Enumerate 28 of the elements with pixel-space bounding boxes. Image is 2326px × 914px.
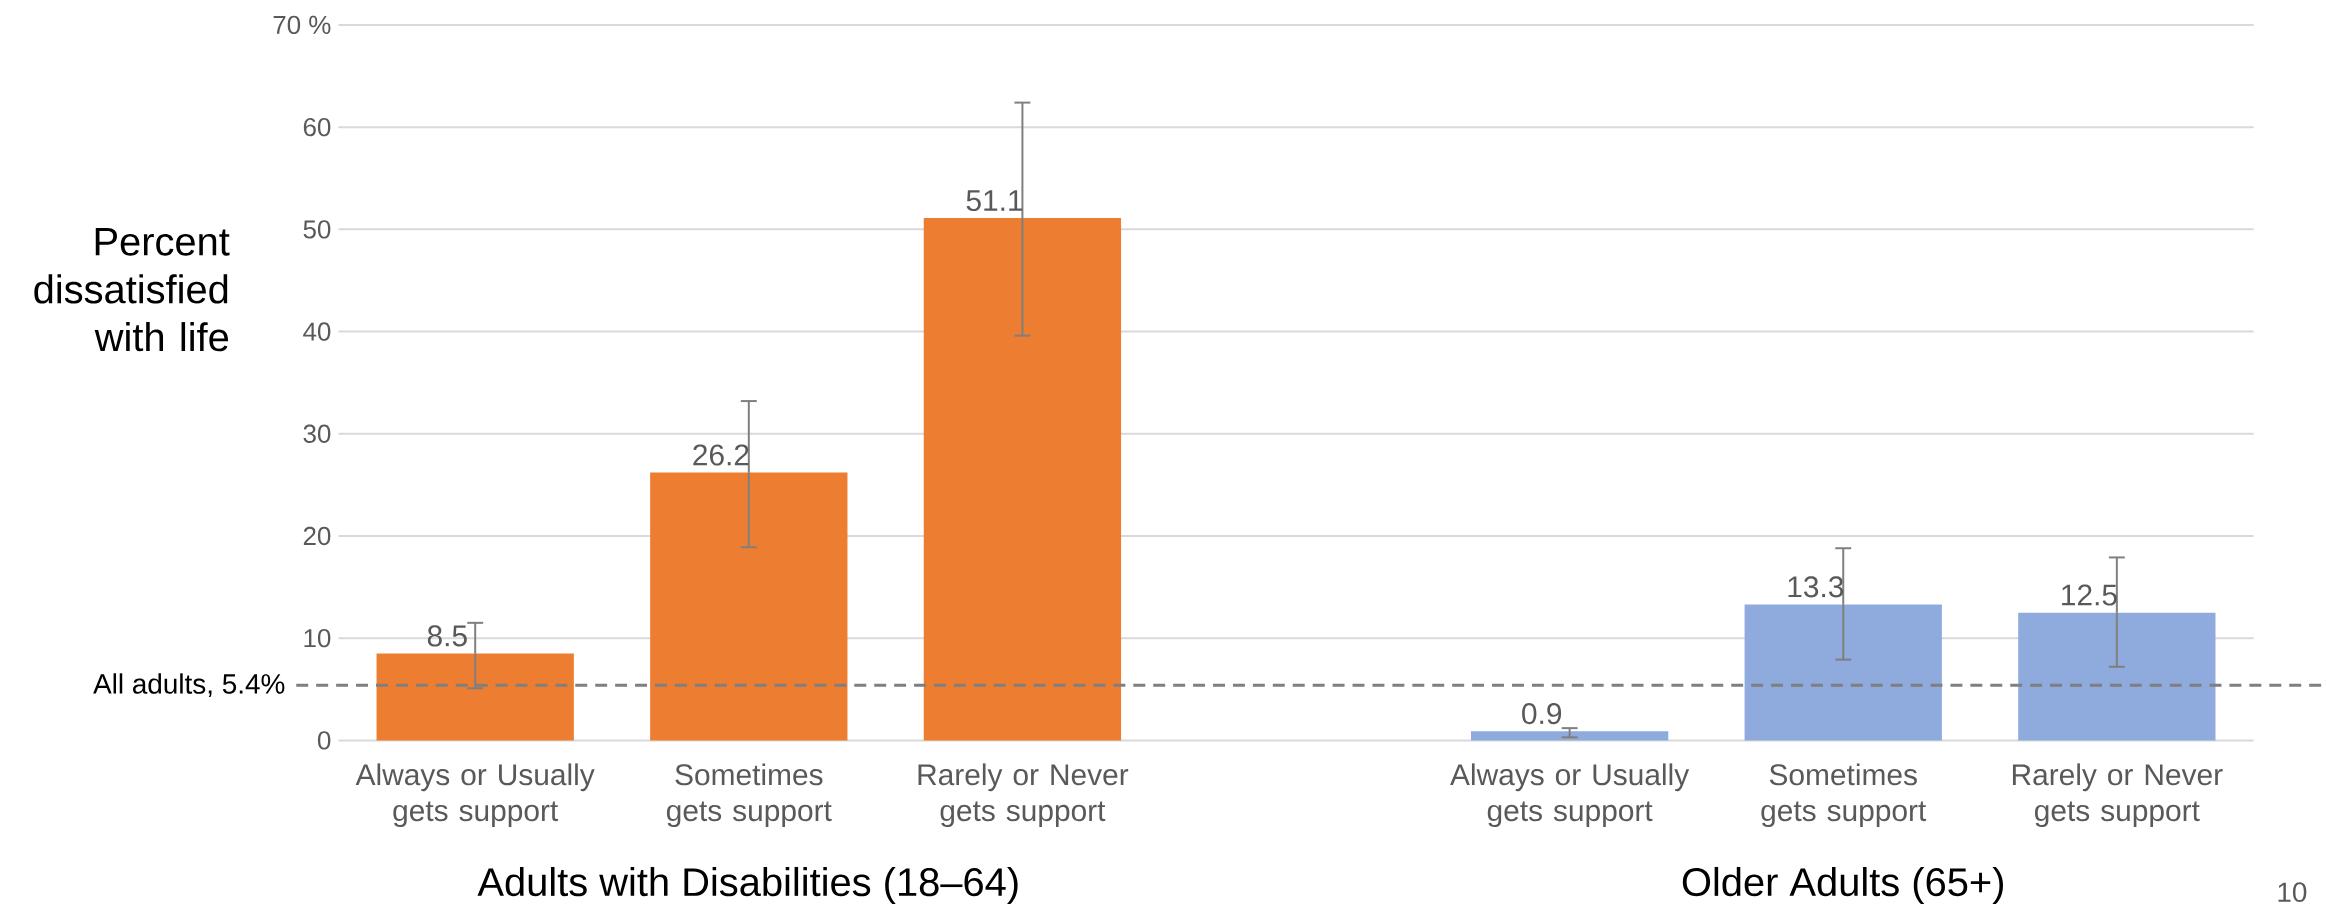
bar bbox=[1744, 604, 1942, 741]
ref-line-label: All adults, 5.4% bbox=[93, 673, 285, 698]
text: 10 bbox=[2278, 882, 2307, 903]
y-tick-label: 70 % bbox=[273, 15, 331, 35]
bar bbox=[923, 218, 1122, 741]
y-tick-label: 20 bbox=[303, 526, 331, 546]
data-label: 51.1 bbox=[966, 190, 1023, 212]
bar bbox=[1470, 731, 1669, 741]
data-label: 8.5 bbox=[427, 625, 467, 647]
bar bbox=[650, 472, 848, 741]
y-tick-label: 50 bbox=[303, 220, 331, 239]
x-tick-label: Sometimes gets support bbox=[1761, 763, 1927, 828]
y-axis-title: Percent dissatisfied with life bbox=[34, 228, 230, 352]
text: Older Adults (65+) bbox=[1682, 867, 2003, 905]
y-tick-label: 0 bbox=[317, 731, 331, 750]
y-tick-label: 30 bbox=[303, 424, 331, 444]
x-tick-label: Always or Usually gets support bbox=[1450, 763, 1690, 828]
x-tick-label: Rarely or Never gets support bbox=[918, 763, 1129, 828]
x-tick-label: Rarely or Never gets support bbox=[2012, 763, 2223, 828]
y-tick-label: 40 bbox=[303, 322, 331, 341]
bar bbox=[2018, 612, 2216, 741]
data-label: 0.9 bbox=[1522, 703, 1562, 725]
y-tick-label: 10 bbox=[304, 629, 331, 648]
x-tick-label: Sometimes gets support bbox=[666, 763, 832, 828]
bar bbox=[376, 653, 574, 741]
text: Adults with Disabilities (18–64) bbox=[477, 867, 1018, 905]
y-tick-label: 60 bbox=[303, 118, 331, 137]
x-tick-label: Always or Usually gets support bbox=[355, 763, 595, 828]
